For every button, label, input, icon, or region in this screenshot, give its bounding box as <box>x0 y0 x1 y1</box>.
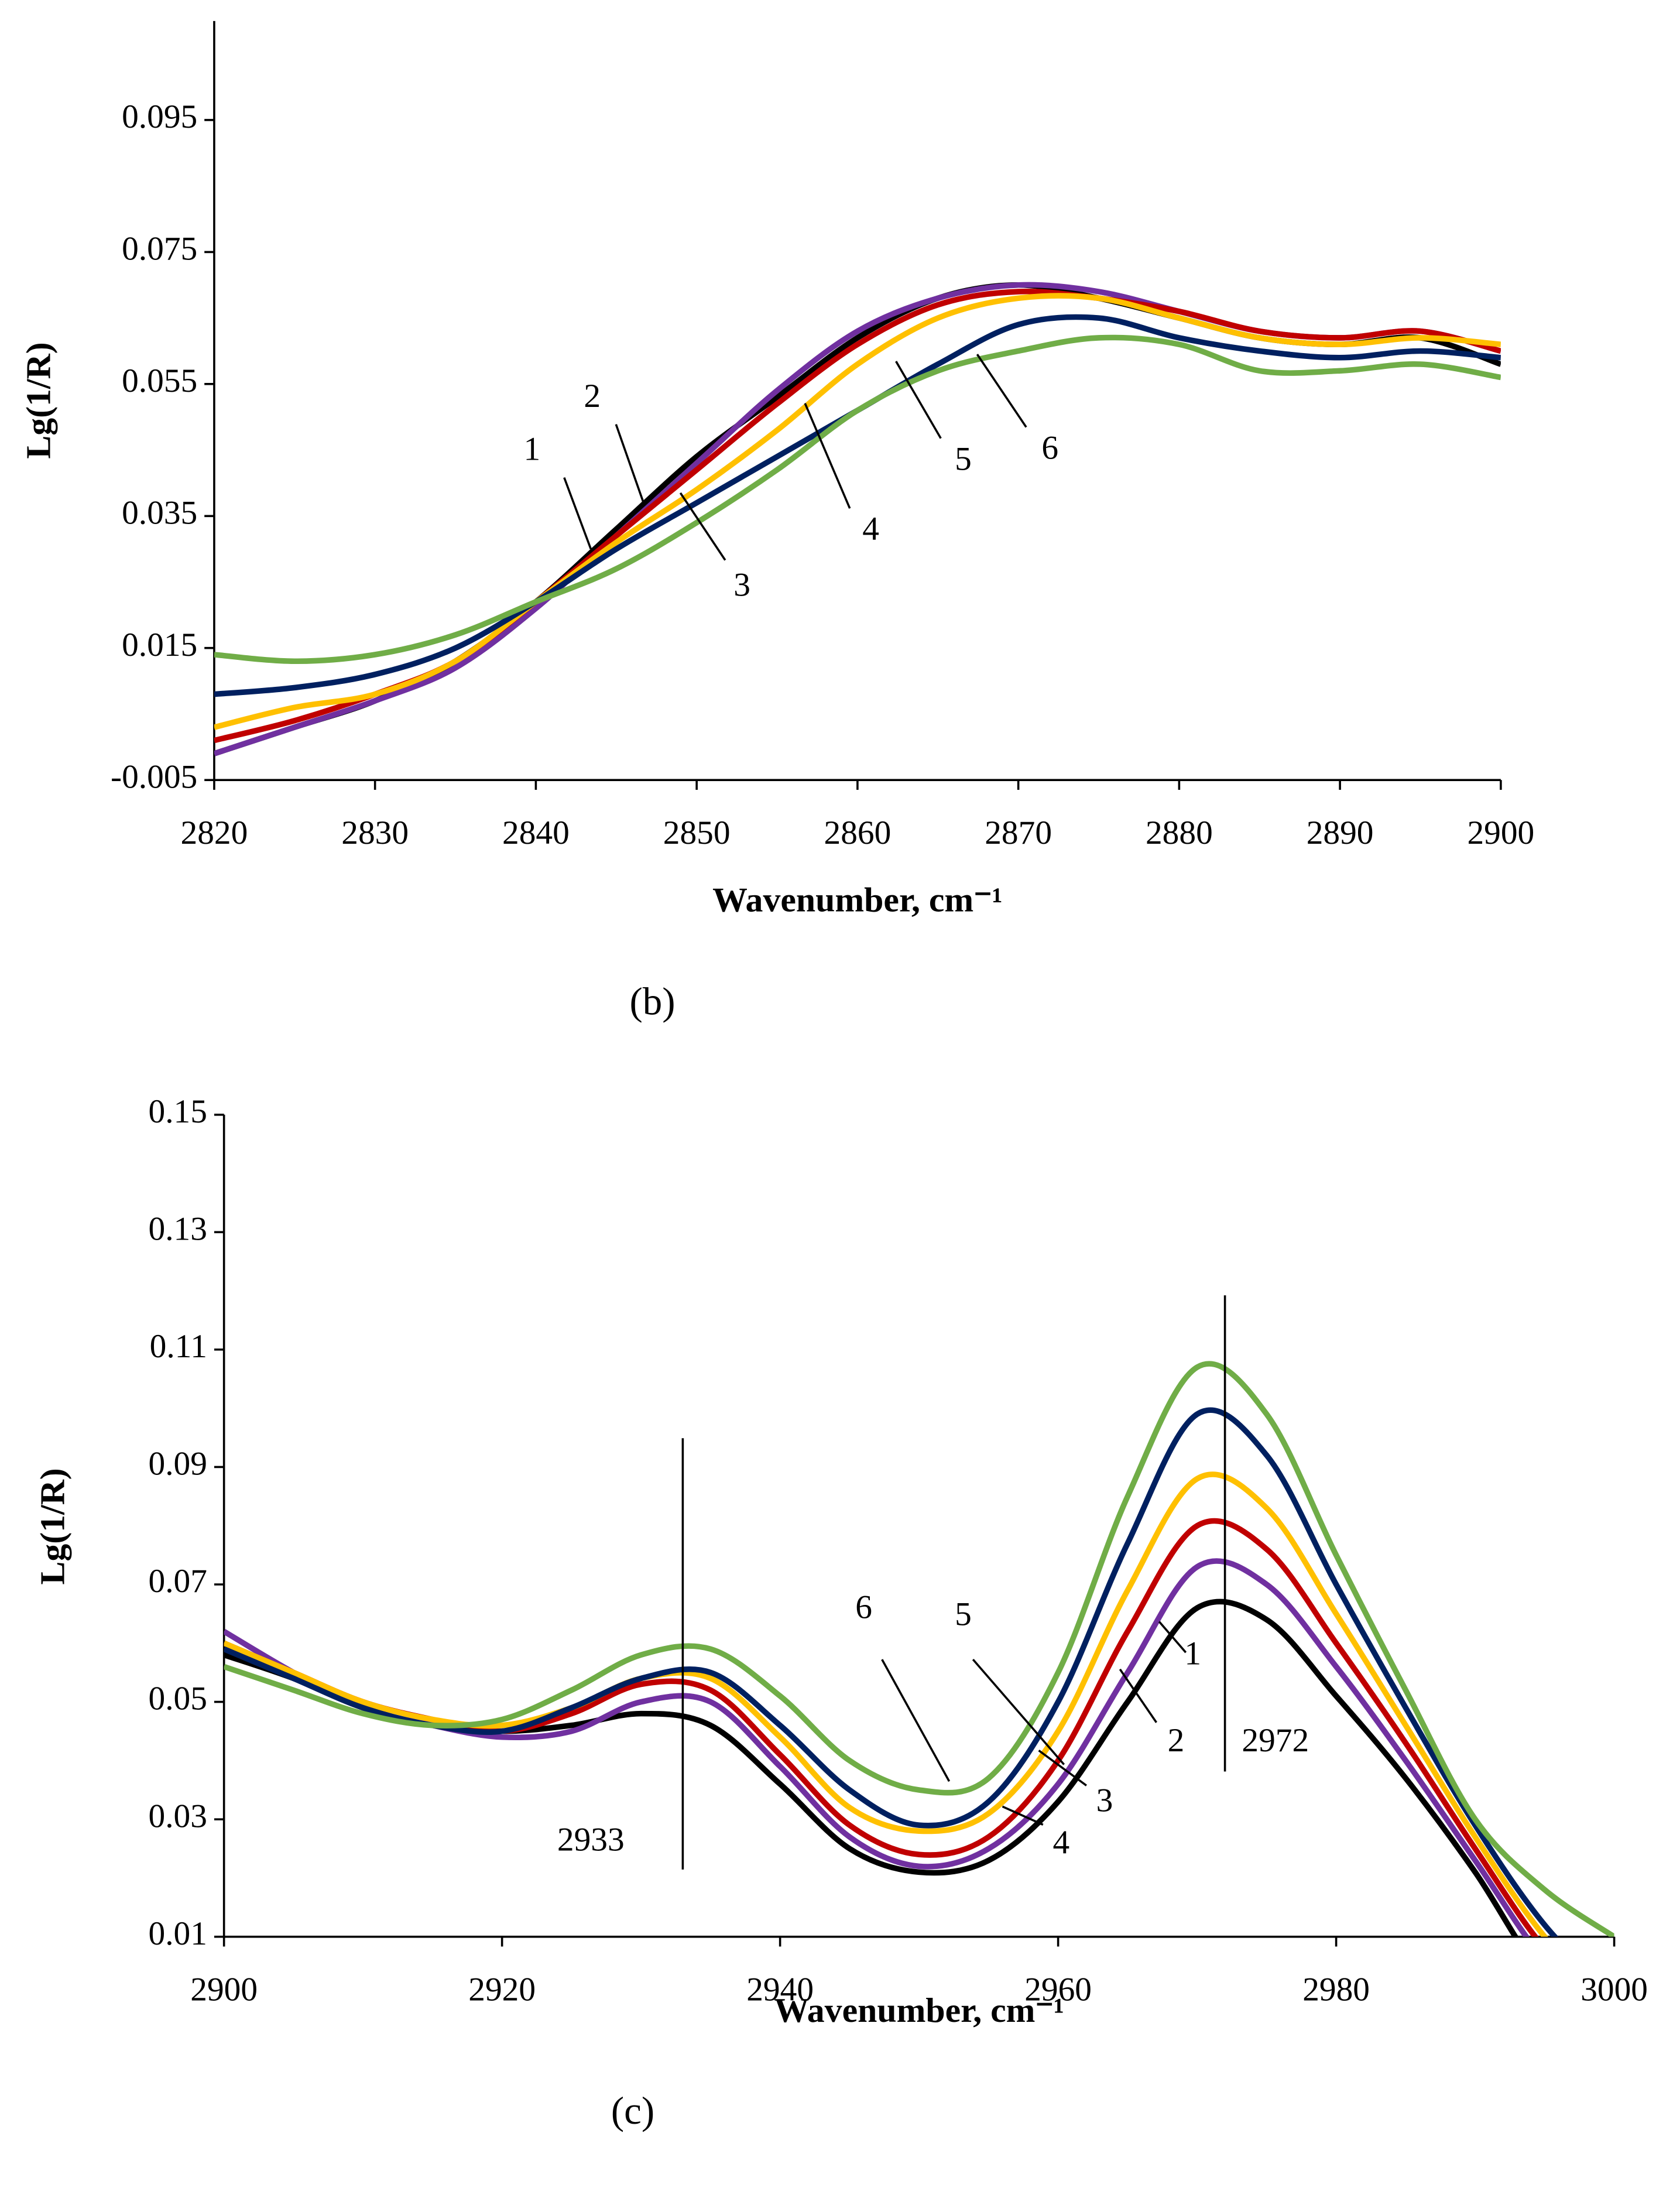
y-tick-label: 0.03 <box>149 1798 207 1834</box>
series-label: 3 <box>1096 1782 1113 1819</box>
x-tick-label: 2960 <box>1024 1971 1092 2008</box>
x-tick-label: 2850 <box>663 814 731 851</box>
x-tick-label: 2890 <box>1307 814 1374 851</box>
y-axis-title: Lg(1/R) <box>19 342 57 458</box>
x-tick-label: 2940 <box>746 1971 814 2008</box>
x-tick-label: 2860 <box>824 814 892 851</box>
y-tick-label: 0.015 <box>122 627 197 663</box>
y-tick-label: 0.055 <box>122 362 197 399</box>
label-leader <box>976 354 1027 428</box>
caption: (c) <box>611 2089 654 2132</box>
x-tick-label: 2980 <box>1302 1971 1370 2008</box>
series-label: 6 <box>1041 429 1058 466</box>
y-tick-label: 0.11 <box>150 1328 207 1365</box>
series-line <box>214 334 1501 665</box>
label-leader <box>563 477 592 550</box>
y-tick-label: 0.15 <box>149 1093 207 1130</box>
series-label: 4 <box>1053 1824 1070 1861</box>
peak-label: 2972 <box>1242 1722 1309 1759</box>
caption: (b) <box>629 980 675 1024</box>
series-line <box>224 1361 1614 1937</box>
series-line <box>224 1471 1549 1937</box>
y-tick-label: -0.005 <box>111 758 197 795</box>
x-tick-label: 2880 <box>1146 814 1213 851</box>
y-tick-label: 0.07 <box>149 1563 207 1600</box>
y-tick-label: 0.09 <box>149 1446 207 1483</box>
y-tick-label: 0.01 <box>149 1915 207 1952</box>
label-leader <box>679 492 726 561</box>
series-line <box>224 1407 1559 1937</box>
y-tick-label: 0.13 <box>149 1211 207 1248</box>
series-label: 6 <box>855 1589 872 1626</box>
series-line <box>224 1598 1519 1937</box>
label-leader <box>972 1658 1065 1765</box>
series-label: 1 <box>1184 1635 1201 1672</box>
label-leader <box>804 403 851 509</box>
label-leader <box>881 1659 951 1782</box>
y-tick-label: 0.035 <box>122 494 197 531</box>
label-leader <box>1119 1668 1157 1723</box>
series-label: 2 <box>1168 1722 1185 1759</box>
series-label: 4 <box>862 511 879 547</box>
label-leader <box>1158 1621 1187 1654</box>
series-label: 3 <box>733 567 750 604</box>
x-tick-label: 2900 <box>190 1971 258 2008</box>
series-label: 5 <box>955 1596 972 1633</box>
label-leader <box>1002 1805 1044 1826</box>
x-tick-label: 2870 <box>985 814 1052 851</box>
label-leader <box>895 361 942 439</box>
x-axis-title: Wavenumber, cm⁻¹ <box>712 880 1003 919</box>
plot-area <box>214 282 1501 757</box>
series-label: 2 <box>584 378 601 415</box>
y-tick-label: 0.095 <box>122 98 197 135</box>
series-label: 1 <box>523 431 540 468</box>
label-leader <box>1038 1750 1087 1786</box>
series-line <box>224 1518 1539 1937</box>
x-tick-label: 2820 <box>181 814 248 851</box>
y-axis-title: Lg(1/R) <box>33 1468 71 1584</box>
x-tick-label: 3000 <box>1580 1971 1648 2008</box>
label-leader <box>615 424 645 505</box>
x-tick-label: 2900 <box>1467 814 1534 851</box>
y-tick-label: 0.075 <box>122 231 197 268</box>
plot-area <box>224 1361 1614 1937</box>
x-tick-label: 2920 <box>468 1971 536 2008</box>
series-line <box>214 293 1501 730</box>
x-tick-label: 2840 <box>502 814 570 851</box>
y-tick-label: 0.05 <box>149 1680 207 1717</box>
peak-label: 2933 <box>557 1822 625 1858</box>
series-label: 5 <box>955 440 972 477</box>
x-tick-label: 2830 <box>341 814 409 851</box>
x-axis-title: Wavenumber, cm⁻¹ <box>774 1991 1064 2029</box>
